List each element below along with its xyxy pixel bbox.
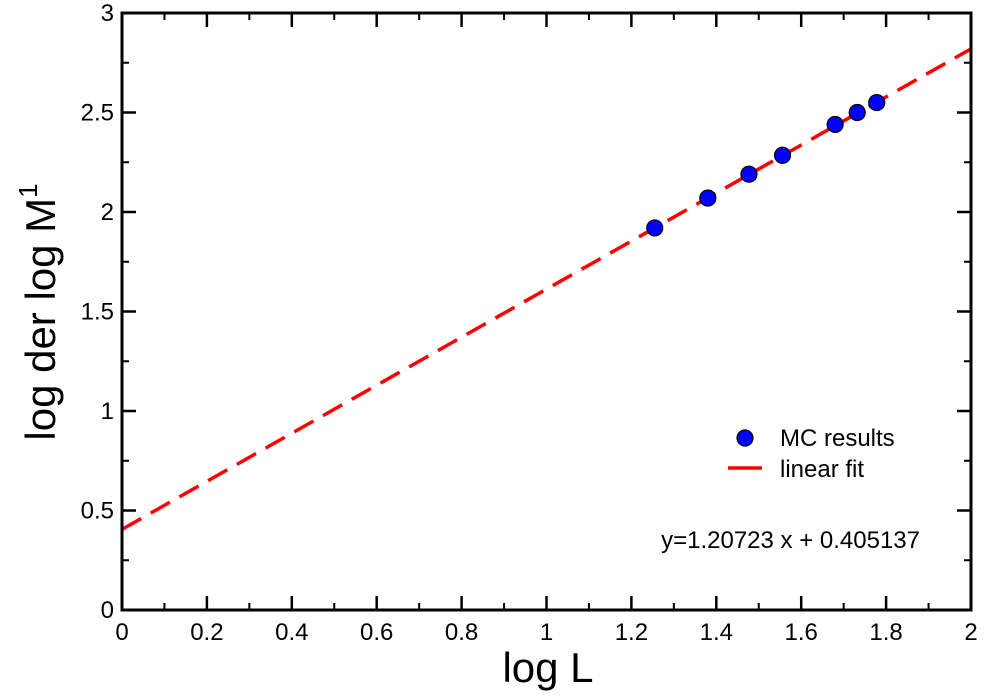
x-tick-label: 1.6	[785, 619, 818, 646]
y-tick-label: 1.5	[81, 299, 114, 326]
data-point	[868, 93, 886, 112]
axis-ticks	[120, 11, 973, 612]
y-tick-label: 0	[101, 597, 114, 624]
x-tick-label: 0.2	[190, 619, 223, 646]
y-tick-label: 2	[101, 199, 114, 226]
x-tick-label: 1.4	[700, 619, 733, 646]
x-tick-label: 0.4	[275, 619, 308, 646]
x-tick-label: 0.6	[360, 619, 393, 646]
y-tick-label: 1	[101, 398, 114, 425]
y-tick-label: 3	[101, 0, 114, 27]
legend-label-mc-results: MC results	[780, 425, 895, 452]
y-axis-title-main: log der log M	[17, 198, 64, 441]
data-points-layer	[646, 93, 886, 237]
y-tick-label: 2.5	[81, 100, 114, 127]
x-axis-title: log L	[502, 644, 593, 691]
data-point	[740, 165, 758, 183]
x-tick-label: 2	[964, 619, 977, 646]
data-point	[646, 219, 664, 237]
y-axis-title-superscript: 1	[13, 183, 43, 197]
x-tick-label: 0	[115, 619, 128, 646]
y-tick-label: 0.5	[81, 498, 114, 525]
legend-marker-mc-results	[736, 429, 754, 447]
x-tick-label: 1.2	[615, 619, 648, 646]
data-point	[848, 103, 866, 122]
tick-labels: 0 0.2 0.4 0.6 0.8 1 1.2 1.4 1.6 1.8 2 0 0.5 1 1.5 2 2.5 3	[81, 0, 978, 646]
data-point	[826, 115, 844, 134]
legend: MC results linear fit	[728, 425, 895, 483]
y-axis-title: log der log M1	[13, 183, 64, 440]
data-point	[773, 146, 792, 164]
data-point	[699, 189, 717, 207]
x-tick-label: 1	[540, 619, 553, 646]
x-tick-label: 0.8	[445, 619, 478, 646]
plot-frame	[120, 11, 973, 612]
legend-label-linear-fit: linear fit	[780, 456, 864, 483]
fit-equation-annotation: y=1.20723 x + 0.405137	[661, 527, 920, 554]
x-tick-label: 1.8	[869, 619, 902, 646]
